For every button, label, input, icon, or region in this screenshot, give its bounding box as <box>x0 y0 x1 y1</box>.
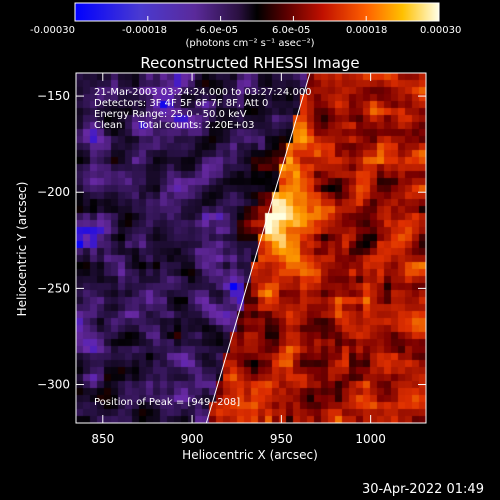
x-tick-label: 1000 <box>355 432 386 446</box>
chart-title: Reconstructed RHESSI Image <box>140 54 360 72</box>
colorbar-unit-label: (photons cm⁻² s⁻¹ asec⁻²) <box>185 38 315 49</box>
info-detectors: Detectors: 3F 4F 5F 6F 7F 8F, Att 0 <box>94 98 269 109</box>
colorbar-tick-label: 6.0e-05 <box>272 25 311 36</box>
colorbar-gradient <box>74 2 440 22</box>
colorbar-tick-labels: -0.00030 -0.00018 -6.0e-05 6.0e-05 0.000… <box>0 25 500 37</box>
x-axis-title: Heliocentric X (arcsec) <box>182 448 318 462</box>
plot-frame <box>75 72 427 424</box>
info-counts: Clean Total counts: 2.20E+03 <box>94 120 255 131</box>
y-axis-title: Heliocentric Y (arcsec) <box>15 181 29 317</box>
y-tick-label: −200 <box>37 185 70 199</box>
heatmap-image <box>76 73 426 423</box>
colorbar-tick-label: 0.00018 <box>346 25 388 36</box>
x-tick-label: 850 <box>91 432 114 446</box>
colorbar-tick-label: -6.0e-05 <box>196 25 238 36</box>
colorbar-tick-label: -0.00030 <box>30 25 75 36</box>
info-time-range: 21-Mar-2003 03:24:24.000 to 03:27:24.000 <box>94 87 312 98</box>
colorbar-tick-label: 0.00030 <box>420 25 462 36</box>
solar-limb-line <box>205 72 311 424</box>
x-tick-label: 950 <box>270 432 293 446</box>
info-energy-range: Energy Range: 25.0 - 50.0 keV <box>94 109 247 120</box>
info-block: 21-Mar-2003 03:24:24.000 to 03:27:24.000… <box>94 87 312 131</box>
x-tick-label: 900 <box>181 432 204 446</box>
y-tick-label: −300 <box>37 378 70 392</box>
colorbar <box>74 2 440 22</box>
colorbar-tick-label: -0.00018 <box>122 25 167 36</box>
y-tick-label: −250 <box>37 281 70 295</box>
footer-timestamp: 30-Apr-2022 01:49 <box>362 482 484 497</box>
y-tick-label: −150 <box>37 89 70 103</box>
peak-position-text: Position of Peak = [949,-208] <box>94 397 241 408</box>
